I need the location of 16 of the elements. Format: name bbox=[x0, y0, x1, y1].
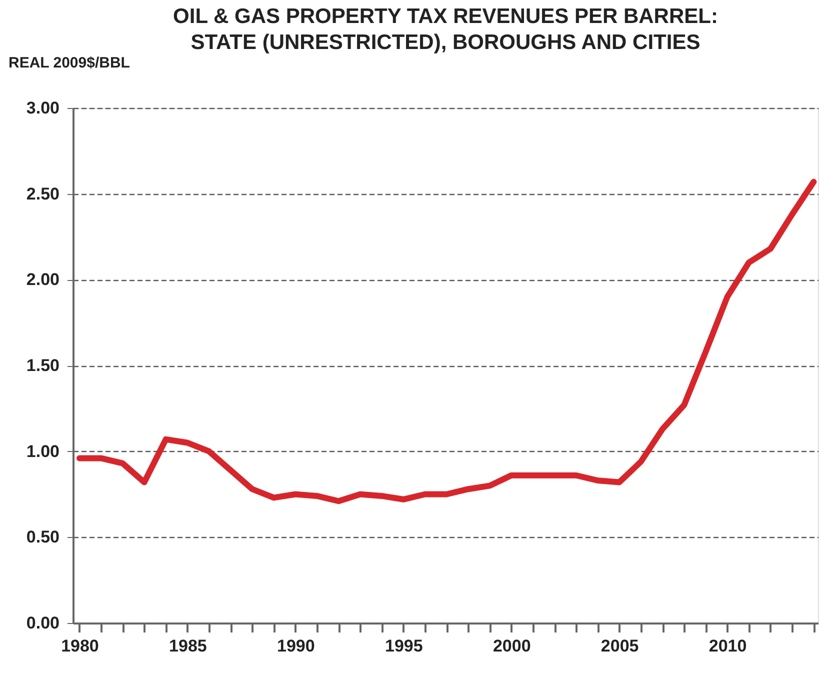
x-tick-label: 2010 bbox=[708, 636, 747, 656]
x-tick-label: 2000 bbox=[492, 636, 531, 656]
y-tick-label: 2.00 bbox=[26, 270, 60, 290]
y-tick-label: 1.50 bbox=[26, 356, 60, 375]
y-tick-label: 3.00 bbox=[26, 98, 60, 118]
y-tick-label: 2.50 bbox=[26, 184, 60, 204]
x-tick-label: 2005 bbox=[600, 636, 639, 656]
y-tick-label: 0.00 bbox=[26, 614, 60, 632]
y-tick-label: 1.00 bbox=[26, 442, 60, 461]
x-tick-label: 1985 bbox=[169, 636, 207, 656]
x-tick-label: 1980 bbox=[61, 636, 99, 656]
x-tick-label: 1995 bbox=[384, 636, 423, 656]
y-axis-title: REAL 2009$/BBL bbox=[8, 54, 130, 72]
chart-title: OIL & GAS PROPERTY TAX REVENUES PER BARREL: STATE (UNRESTRICTED), BOROUGHS AND CITIES bbox=[173, 5, 718, 54]
y-tick-label: 0.50 bbox=[26, 528, 60, 547]
x-tick-label: 1990 bbox=[277, 636, 315, 656]
